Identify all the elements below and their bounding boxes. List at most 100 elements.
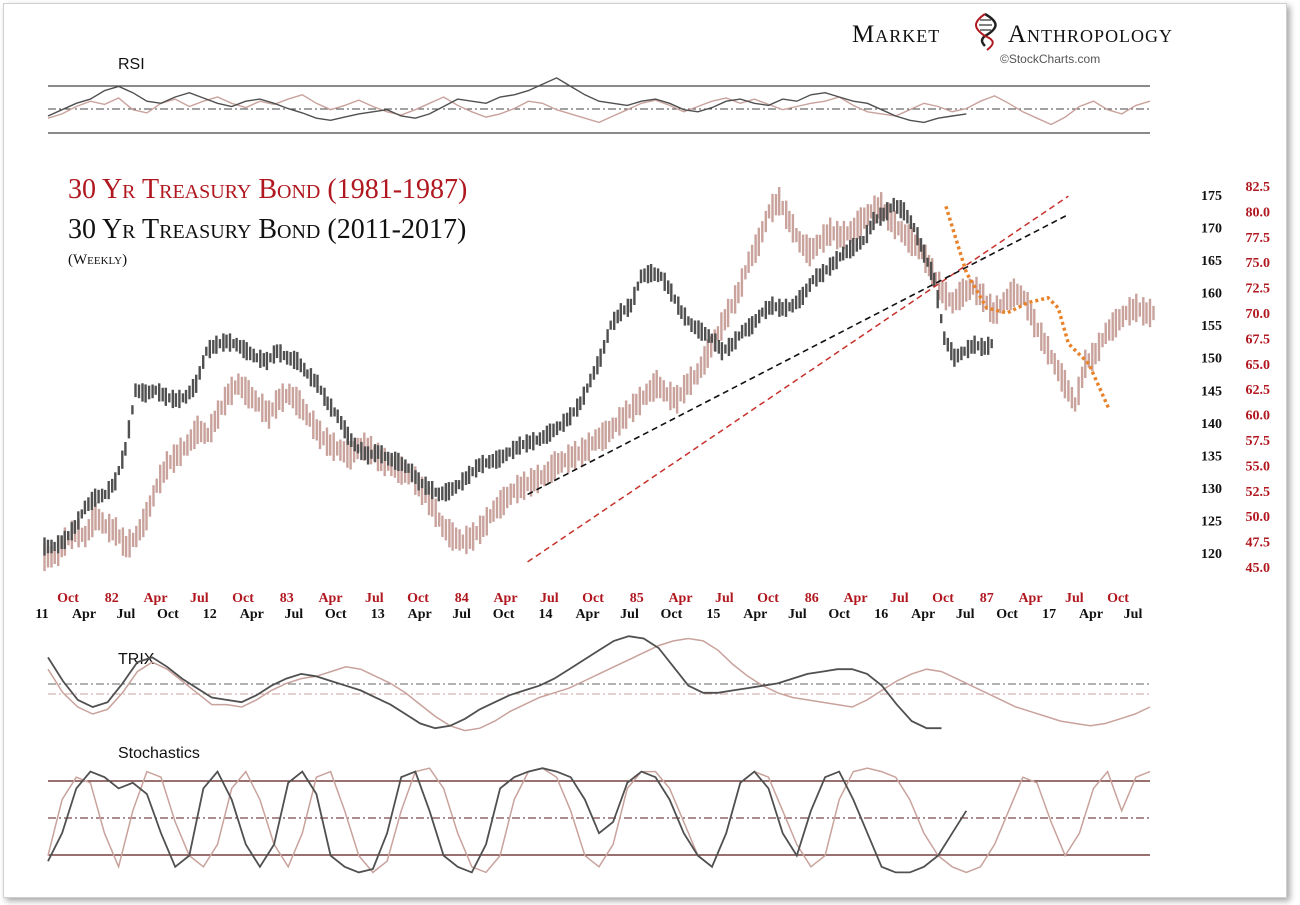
price-panel <box>43 187 1155 572</box>
right-tick-label: 55.0 <box>1246 459 1271 474</box>
left-tick-label: 170 <box>1201 222 1222 237</box>
x-tick-1980s: Apr <box>843 591 867 606</box>
x-tick-2010s: Jul <box>956 607 975 622</box>
x-tick-1980s: Apr <box>143 591 167 606</box>
left-tick-label: 120 <box>1201 547 1222 562</box>
price-bars-2011 <box>43 197 993 556</box>
x-tick-2010s: Oct <box>157 607 179 622</box>
right-tick-label: 72.5 <box>1246 282 1271 297</box>
x-tick-2010s: Oct <box>996 607 1018 622</box>
left-price-axis: 120 125 130 135 140 145 150 155 160 165 170 175 <box>1201 189 1222 562</box>
right-yield-axis: 45.0 47.5 50.0 52.5 55.0 57.5 60.0 62.5 65.0 67.5… <box>1246 180 1271 576</box>
left-tick-label: 130 <box>1201 482 1222 497</box>
right-tick-label: 52.5 <box>1246 485 1271 500</box>
rsi-title: RSI <box>118 56 145 73</box>
x-tick-2010s: Jul <box>1124 607 1143 622</box>
copyright-text: ©StockCharts.com <box>1000 52 1100 66</box>
x-tick-1980s: Apr <box>1018 591 1042 606</box>
title-2011: 30 Yr Treasury Bond (2011-2017) <box>68 214 466 245</box>
chart-frame <box>3 3 1287 898</box>
x-tick-2010s: Apr <box>72 607 96 622</box>
rsi-panel: RSI <box>47 56 1151 134</box>
x-tick-1980s: 85 <box>630 591 644 606</box>
x-tick-1980s: Apr <box>668 591 692 606</box>
stochastics-title: Stochastics <box>118 745 200 762</box>
logo-word-market: Market <box>852 21 940 48</box>
x-tick-1980s: Oct <box>582 591 604 606</box>
left-tick-label: 135 <box>1201 449 1222 464</box>
left-tick-label: 155 <box>1201 319 1222 334</box>
branding: Market Anthropology ©StockCharts.com <box>852 12 1173 66</box>
right-tick-label: 70.0 <box>1246 307 1271 322</box>
trendline-2011 <box>527 213 1069 496</box>
left-tick-label: 150 <box>1201 352 1222 367</box>
x-tick-2010s: Apr <box>911 607 935 622</box>
dna-logo-icon <box>975 12 997 51</box>
left-tick-label: 175 <box>1201 189 1222 204</box>
x-tick-2010s: Jul <box>620 607 639 622</box>
x-axis-2010s: 11 Apr Jul Oct 12 Apr Jul Oct 13 Apr Jul Oct 14 Apr Ju… <box>35 607 1142 622</box>
trix-series-2011 <box>47 635 942 730</box>
x-tick-1980s: Oct <box>57 591 79 606</box>
right-tick-label: 77.5 <box>1246 231 1271 246</box>
left-tick-label: 160 <box>1201 287 1222 302</box>
x-tick-1980s: Oct <box>932 591 954 606</box>
x-tick-2010s: Apr <box>743 607 767 622</box>
x-tick-2010s: Apr <box>1079 607 1103 622</box>
right-tick-label: 47.5 <box>1246 536 1271 551</box>
right-tick-label: 60.0 <box>1246 409 1271 424</box>
right-tick-label: 57.5 <box>1246 434 1271 449</box>
price-titles: 30 Yr Treasury Bond (1981-1987) 30 Yr Tr… <box>68 174 467 268</box>
right-tick-label: 50.0 <box>1246 510 1271 525</box>
right-tick-label: 75.0 <box>1246 256 1271 271</box>
x-tick-2010s: Oct <box>661 607 683 622</box>
right-tick-label: 45.0 <box>1246 561 1271 576</box>
x-tick-1980s: 82 <box>105 591 119 606</box>
trendline-1981 <box>527 195 1069 563</box>
left-tick-label: 145 <box>1201 384 1222 399</box>
x-tick-2010s: 11 <box>35 607 48 622</box>
x-tick-1980s: Jul <box>715 591 734 606</box>
rsi-series-2011 <box>47 77 967 124</box>
x-tick-2010s: Jul <box>452 607 471 622</box>
left-tick-label: 140 <box>1201 417 1222 432</box>
x-tick-1980s: 86 <box>805 591 819 606</box>
x-tick-2010s: 14 <box>539 607 553 622</box>
x-tick-1980s: Jul <box>890 591 909 606</box>
x-tick-1980s: Oct <box>407 591 429 606</box>
stoch-series-2011 <box>47 767 968 874</box>
x-axis-1980s: Oct 82 Apr Jul Oct 83 Apr Jul Oct 84 Apr Jul Oct 85 Ap… <box>57 591 1129 606</box>
x-tick-1980s: Oct <box>232 591 254 606</box>
x-tick-2010s: Jul <box>284 607 303 622</box>
x-tick-2010s: Oct <box>493 607 515 622</box>
title-1981: 30 Yr Treasury Bond (1981-1987) <box>68 174 467 205</box>
right-tick-label: 67.5 <box>1246 332 1271 347</box>
projection-path <box>944 205 1111 411</box>
x-tick-1980s: Oct <box>757 591 779 606</box>
trix-series-1981 <box>47 637 1151 732</box>
x-tick-1980s: Jul <box>190 591 209 606</box>
x-tick-2010s: 13 <box>371 607 385 622</box>
left-tick-label: 165 <box>1201 254 1222 269</box>
trix-title: TRIX <box>118 651 155 668</box>
x-tick-1980s: Apr <box>318 591 342 606</box>
trix-panel: TRIX <box>47 635 1151 732</box>
logo-word-anthropology: Anthropology <box>1008 21 1173 48</box>
rsi-series-1981 <box>47 94 1151 126</box>
left-tick-label: 125 <box>1201 515 1222 530</box>
x-tick-1980s: 84 <box>455 591 469 606</box>
x-tick-1980s: 83 <box>280 591 294 606</box>
right-tick-label: 82.5 <box>1246 180 1271 195</box>
right-tick-label: 65.0 <box>1246 358 1271 373</box>
x-tick-2010s: Oct <box>325 607 347 622</box>
title-weekly: (Weekly) <box>68 252 127 268</box>
x-tick-1980s: Oct <box>1107 591 1129 606</box>
right-tick-label: 62.5 <box>1246 383 1271 398</box>
x-tick-1980s: Apr <box>493 591 517 606</box>
x-tick-2010s: Oct <box>828 607 850 622</box>
stochastics-panel: Stochastics <box>47 745 1151 874</box>
x-tick-2010s: 17 <box>1042 607 1056 622</box>
x-tick-2010s: Jul <box>788 607 807 622</box>
x-tick-1980s: 87 <box>980 591 994 606</box>
